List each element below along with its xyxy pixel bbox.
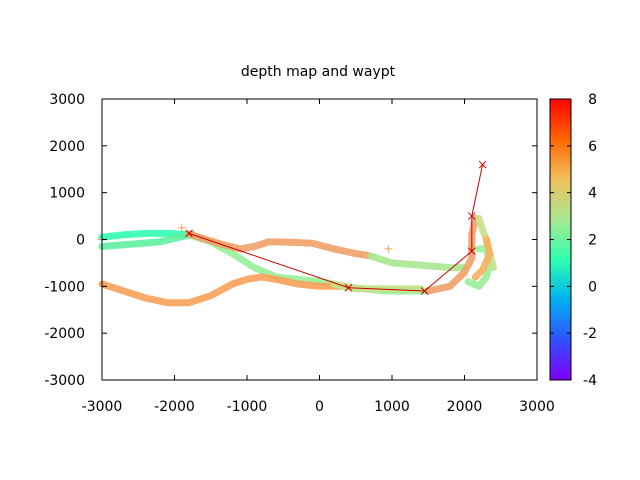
colorbar-tick-label-1: 6 bbox=[588, 139, 597, 155]
x-tick-label-4: 1000 bbox=[374, 399, 410, 415]
colorbar-tick-label-2: 4 bbox=[588, 186, 597, 202]
chart-title: depth map and waypt bbox=[241, 64, 396, 80]
axes: -3000 -2000 -1000 0 1000 2000 3000 3000 2000 1000… bbox=[44, 92, 555, 415]
x-tick-label-3: 0 bbox=[315, 399, 324, 415]
extra-point-1 bbox=[177, 223, 186, 232]
depth-track-8 bbox=[424, 214, 479, 295]
colorbar-tick-label-6: -4 bbox=[583, 373, 597, 389]
plot-area bbox=[98, 160, 497, 307]
x-tick-label-2: -1000 bbox=[227, 399, 268, 415]
waypoint-marker-2 bbox=[420, 287, 429, 295]
x-tick-label-0: -3000 bbox=[82, 399, 123, 415]
waypoint-line bbox=[188, 164, 484, 292]
y-tick-label-5: -2000 bbox=[44, 326, 85, 342]
y-tick-label-0: 3000 bbox=[49, 92, 85, 108]
depth-track-4 bbox=[366, 252, 468, 272]
waypoint-marker-4 bbox=[467, 212, 476, 220]
y-tick-label-2: 1000 bbox=[49, 186, 85, 202]
depth-track-9 bbox=[464, 245, 494, 290]
waypoint-marker-3 bbox=[467, 247, 476, 256]
depth-track-11 bbox=[471, 236, 494, 281]
extra-point-2 bbox=[384, 244, 393, 253]
waypoint-marker-0 bbox=[185, 229, 193, 238]
depth-track-3 bbox=[185, 230, 374, 260]
y-tick-label-6: -3000 bbox=[44, 373, 85, 389]
depth-track-1 bbox=[98, 230, 197, 250]
waypoint-marker-1 bbox=[344, 283, 353, 292]
colorbar-tick-label-4: 0 bbox=[588, 279, 597, 295]
y-tick-label-4: -1000 bbox=[44, 279, 85, 295]
x-tick-label-6: 3000 bbox=[519, 399, 555, 415]
waypoint-marker-5 bbox=[478, 160, 487, 169]
colorbar-tick-label-3: 2 bbox=[588, 233, 597, 249]
x-tick-label-1: -2000 bbox=[154, 399, 195, 415]
colorbar-tick-label-5: -2 bbox=[583, 326, 597, 342]
x-tick-label-5: 2000 bbox=[447, 399, 483, 415]
y-tick-label-3: 0 bbox=[76, 233, 85, 249]
y-tick-label-1: 2000 bbox=[49, 139, 85, 155]
colorbar: 8 6 4 2 0 -2 -4 bbox=[549, 92, 597, 389]
depth-track-5 bbox=[98, 273, 345, 307]
colorbar-tick-label-0: 8 bbox=[588, 92, 597, 108]
